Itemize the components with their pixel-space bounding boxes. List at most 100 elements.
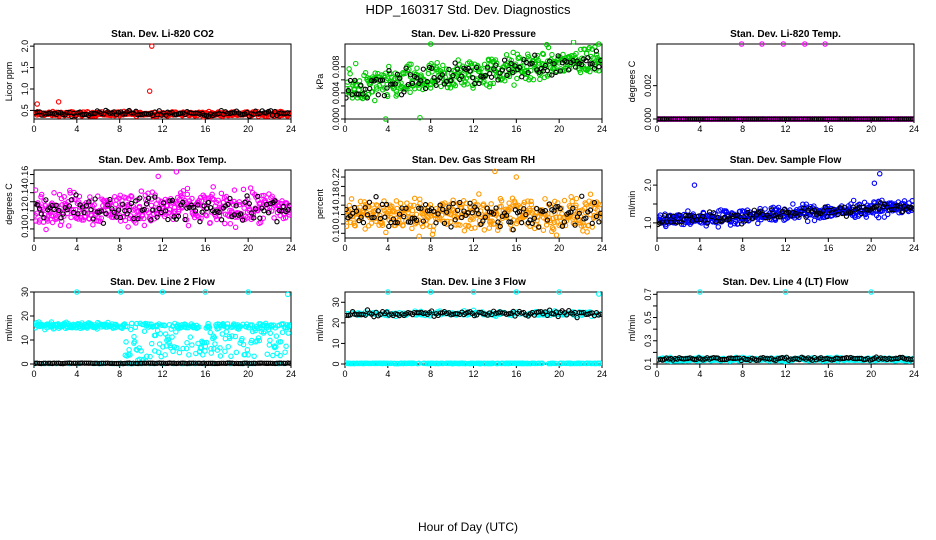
data-point <box>525 53 532 60</box>
hourly-point <box>454 66 461 72</box>
x-tick-label: 4 <box>385 243 390 253</box>
hourly-point <box>285 360 291 366</box>
data-point <box>128 193 134 199</box>
x-tick-label: 20 <box>554 124 564 134</box>
hourly-point <box>576 60 582 67</box>
data-point <box>362 226 368 232</box>
data-point <box>189 342 195 348</box>
data-point <box>493 210 500 217</box>
data-point <box>345 223 350 230</box>
hourly-point <box>448 77 454 84</box>
hourly-point <box>670 213 676 219</box>
hourly-point <box>585 55 591 61</box>
data-point <box>348 196 355 202</box>
hourly-point <box>457 199 463 206</box>
hourly-point <box>534 205 540 212</box>
hourly-point <box>227 195 233 202</box>
data-point <box>356 78 363 84</box>
hourly-point <box>115 109 122 116</box>
hourly-point <box>392 81 399 87</box>
panel-title: Stan. Dev. Line 2 Flow <box>110 277 215 288</box>
data-point <box>267 337 273 344</box>
hourly-point <box>519 74 525 80</box>
hourly-point <box>473 64 480 71</box>
data-point <box>411 195 418 202</box>
data-point <box>168 326 174 332</box>
data-point <box>403 218 409 224</box>
data-point <box>406 61 412 68</box>
hourly-point <box>568 209 574 215</box>
x-tick-label: 4 <box>74 124 79 134</box>
data-point <box>536 60 542 66</box>
data-point <box>372 97 378 104</box>
hourly-point <box>150 207 156 213</box>
hourly-point <box>148 217 154 223</box>
data-point <box>571 214 577 220</box>
data-point <box>43 226 49 233</box>
plot-frame <box>344 291 603 365</box>
hourly-point <box>405 219 411 225</box>
data-point <box>429 231 436 238</box>
hourly-point <box>510 308 516 315</box>
hourly-point <box>358 82 364 88</box>
hourly-point <box>152 194 158 200</box>
data-point <box>379 222 386 228</box>
hourly-point <box>824 213 831 220</box>
data-point <box>417 200 423 207</box>
hourly-point <box>510 227 516 233</box>
hourly-point <box>542 62 549 69</box>
data-point <box>261 192 267 199</box>
hourly-point <box>665 213 672 219</box>
data-point <box>215 197 221 204</box>
hourly-point <box>583 215 589 221</box>
data-point <box>61 194 67 200</box>
hourly-point <box>184 205 190 211</box>
hourly-point <box>251 215 257 221</box>
hourly-point <box>103 211 109 217</box>
hourly-point <box>876 206 882 212</box>
data-point <box>141 215 147 222</box>
hourly-point <box>401 89 407 95</box>
hourly-point <box>360 91 366 97</box>
hourly-point <box>517 64 523 71</box>
x-tick-label: 24 <box>286 369 296 379</box>
x-tick-label: 4 <box>697 369 702 379</box>
x-tick-label: 16 <box>511 243 521 253</box>
x-tick-label: 8 <box>740 369 745 379</box>
x-tick-label: 4 <box>697 243 702 253</box>
panel-title: Stan. Dev. Line 3 Flow <box>421 277 526 288</box>
data-point <box>247 185 254 191</box>
data-point <box>257 200 263 206</box>
data-point <box>447 219 454 225</box>
data-point <box>251 353 257 359</box>
data-point <box>372 70 378 76</box>
data-point <box>346 66 352 72</box>
data-point <box>420 86 426 93</box>
hourly-point <box>576 210 582 217</box>
hourly-point <box>287 203 291 209</box>
data-point <box>875 214 882 221</box>
data-point <box>125 224 131 230</box>
hourly-point <box>441 220 448 226</box>
y-tick-label: 0.5 <box>20 104 30 117</box>
y-tick-label: 0.000 <box>643 108 653 131</box>
data-point <box>850 197 857 204</box>
data-points <box>34 169 291 233</box>
hourly-point <box>83 203 89 209</box>
data-point <box>95 218 102 224</box>
hourly-point <box>578 310 585 316</box>
hourly-point <box>910 116 914 122</box>
data-point <box>382 70 389 76</box>
hourly-point <box>120 201 126 207</box>
hourly-point <box>493 62 499 68</box>
data-point <box>123 339 129 345</box>
x-tick-label: 12 <box>468 124 478 134</box>
outlier-point <box>822 41 828 47</box>
data-point <box>597 57 602 63</box>
data-point <box>199 203 206 209</box>
data-point <box>155 349 162 356</box>
data-point <box>180 187 187 194</box>
data-point <box>391 360 398 367</box>
data-point <box>715 224 722 230</box>
